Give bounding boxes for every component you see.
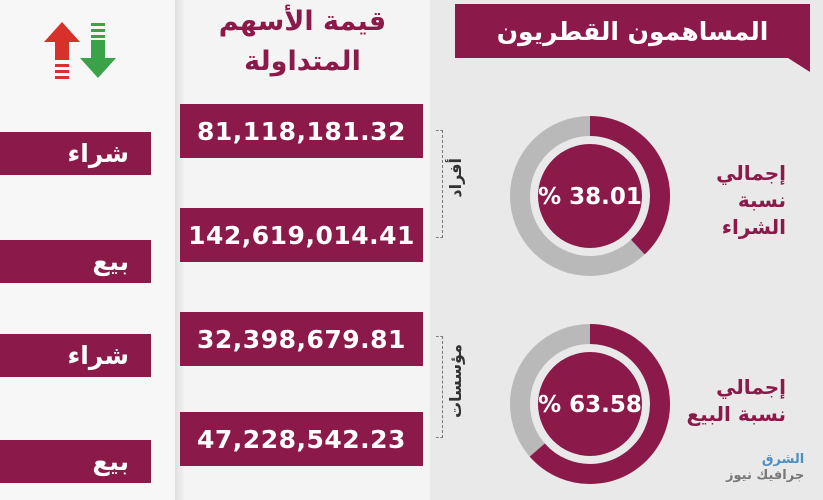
sell-percent: % 63.58	[538, 392, 642, 418]
buy-donut-chart: % 38.01	[510, 116, 670, 276]
group1-sell-value: 142,619,014.41	[180, 208, 423, 262]
buy-donut-label: إجمالي نسبة الشراء	[686, 160, 786, 241]
sell-donut-arc	[529, 324, 670, 484]
group2-label: مؤسسات	[446, 344, 465, 419]
heading-line2: المتداولة	[244, 46, 361, 77]
group2-buy-label: شراء	[0, 334, 151, 377]
sell-donut-label: إجمالي نسبة البيع	[686, 374, 786, 428]
buy-percent: % 38.01	[538, 184, 642, 210]
group1-buy-label: شراء	[0, 132, 151, 175]
buy-donut-arc	[589, 116, 670, 255]
buy-label-line1: إجمالي	[716, 161, 786, 185]
brand-line1: الشرق	[761, 452, 805, 467]
up-down-arrows-icon	[44, 22, 116, 79]
brand-logo: الشرق جرافيك نيوز	[726, 452, 804, 484]
group2-bracket	[436, 336, 443, 438]
title-tail	[788, 58, 810, 72]
group1-bracket	[436, 130, 443, 238]
page-title: المساهمون القطريون	[455, 4, 810, 58]
buy-label-line2: نسبة الشراء	[721, 188, 786, 239]
group1-buy-value: 81,118,181.32	[180, 104, 423, 158]
sell-label-line1: إجمالي	[716, 375, 786, 399]
sell-donut-center	[538, 352, 642, 456]
sell-donut-chart: % 63.58	[510, 324, 670, 484]
group1-label: أفراد	[446, 158, 465, 198]
heading-line1: قيمة الأسهم	[218, 6, 387, 37]
buy-donut-center	[538, 144, 642, 248]
group2-buy-value: 32,398,679.81	[180, 312, 423, 366]
up-arrow-icon	[44, 22, 80, 79]
group2-sell-value: 47,228,542.23	[180, 412, 423, 466]
sell-label-line2: نسبة البيع	[686, 402, 786, 426]
group1-sell-label: بيع	[0, 240, 151, 283]
heading: قيمة الأسهم المتداولة	[200, 2, 405, 82]
group2-sell-label: بيع	[0, 440, 151, 483]
down-arrow-icon	[80, 23, 116, 78]
brand-line2: جرافيك نيوز	[726, 468, 805, 483]
